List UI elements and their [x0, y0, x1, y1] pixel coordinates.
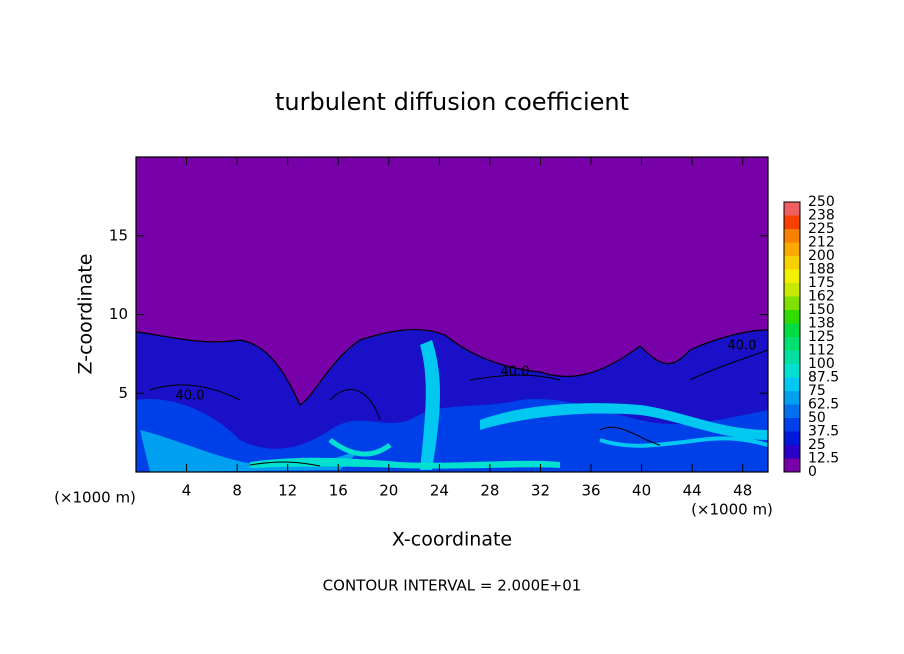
colorbar-label: 25	[808, 437, 826, 453]
x-tick-label: 4	[182, 482, 192, 500]
colorbar-label: 50	[808, 410, 826, 426]
colorbar-band	[784, 391, 800, 405]
colorbar-label: 0	[808, 464, 817, 480]
colorbar-label: 37.5	[808, 424, 839, 440]
footer-note: CONTOUR INTERVAL = 2.000E+01	[323, 577, 582, 595]
colorbar-label: 225	[808, 221, 835, 237]
x-tick-label: 24	[430, 482, 449, 500]
colorbar-band	[784, 377, 800, 391]
colorbar-band	[784, 242, 800, 256]
y-tick-label: 15	[109, 226, 128, 244]
colorbar-label: 162	[808, 289, 835, 305]
x-tick-label: 44	[683, 482, 702, 500]
y-axis-title: Z-coordinate	[75, 254, 97, 375]
colorbar-label: 100	[808, 356, 835, 372]
x-tick-label: 28	[480, 482, 499, 500]
colorbar-band	[784, 215, 800, 229]
colorbar-band	[784, 296, 800, 310]
colorbar-label: 112	[808, 343, 835, 359]
colorbar-label: 212	[808, 235, 835, 251]
x-unit-label: (×1000 m)	[691, 501, 773, 519]
colorbar-label: 188	[808, 262, 835, 278]
colorbar-band	[784, 229, 800, 243]
x-tick-label: 20	[379, 482, 398, 500]
colorbar-band	[784, 364, 800, 378]
colorbar-label: 12.5	[808, 451, 839, 467]
colorbar-band	[784, 404, 800, 418]
colorbar-band	[784, 431, 800, 445]
contour-label: 40.0	[728, 339, 757, 354]
colorbar-band	[784, 458, 800, 472]
x-axis-title: X-coordinate	[392, 529, 512, 551]
x-tick-label: 16	[329, 482, 348, 500]
colorbar-label: 75	[808, 383, 826, 399]
x-tick-label: 32	[531, 482, 550, 500]
colorbar-label: 238	[808, 208, 835, 224]
colorbar-band	[784, 323, 800, 337]
contour-label: 40.0	[176, 389, 205, 404]
y-tick-label: 5	[118, 384, 128, 402]
chart-title: turbulent diffusion coefficient	[275, 88, 629, 116]
colorbar-label: 150	[808, 302, 835, 318]
colorbar-band	[784, 337, 800, 351]
x-tick-label: 36	[581, 482, 600, 500]
colorbar-band	[784, 418, 800, 432]
colorbar-band	[784, 310, 800, 324]
field-shading	[135, 157, 769, 472]
colorbar-band	[784, 445, 800, 459]
colorbar-label: 175	[808, 275, 835, 291]
colorbar-label: 138	[808, 316, 835, 332]
x-tick-label: 12	[278, 482, 297, 500]
x-tick-label: 8	[232, 482, 242, 500]
colorbar-band	[784, 283, 800, 297]
x-unit-label: (×1000 m)	[54, 489, 136, 507]
x-tick-label: 48	[733, 482, 752, 500]
colorbar-band	[784, 202, 800, 216]
colorbar-label: 250	[808, 194, 835, 210]
colorbar-band	[784, 350, 800, 364]
x-tick-label: 40	[632, 482, 651, 500]
colorbar-label: 200	[808, 248, 835, 264]
y-tick-label: 10	[109, 305, 128, 323]
colorbar-label: 87.5	[808, 370, 839, 386]
contour-label: 40.0	[501, 365, 530, 380]
colorbar-band	[784, 256, 800, 270]
colorbar-label: 62.5	[808, 397, 839, 413]
colorbar-label: 125	[808, 329, 835, 345]
colorbar-frame	[783, 201, 801, 473]
colorbar-band	[784, 269, 800, 283]
